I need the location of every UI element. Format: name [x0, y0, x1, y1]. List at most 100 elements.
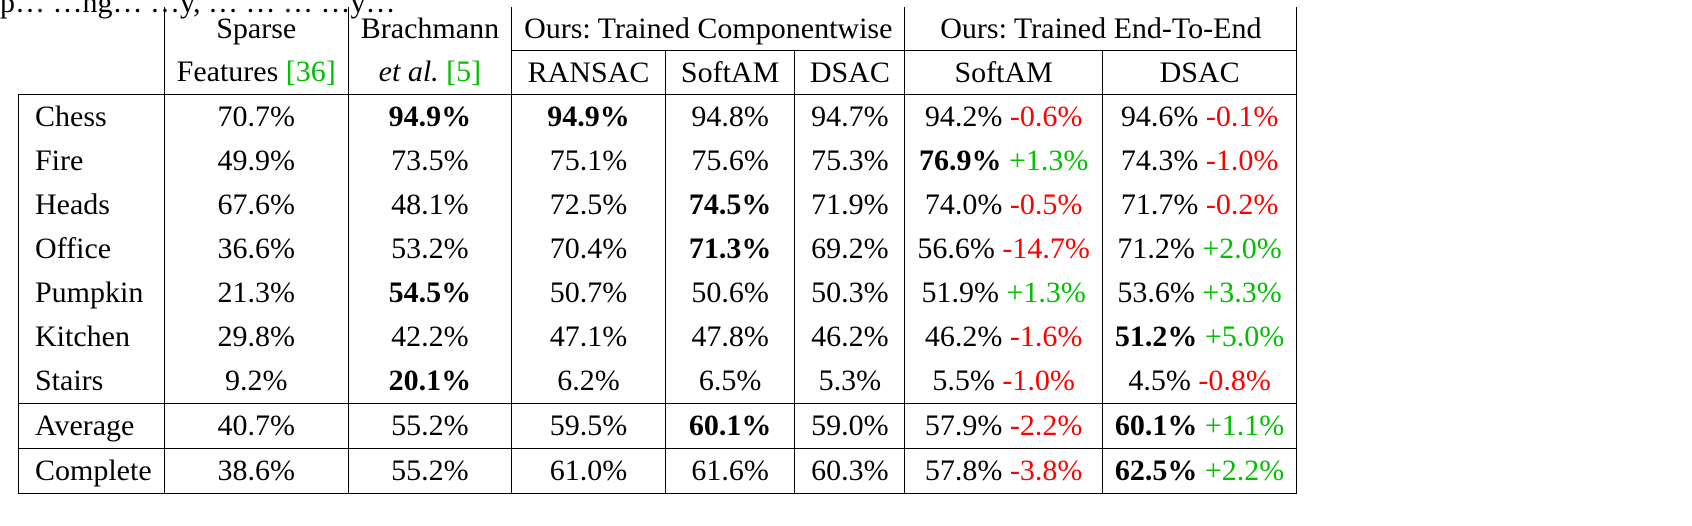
cell: 67.6%	[164, 183, 349, 227]
citation-36: [36]	[285, 55, 336, 89]
cell: 60.3%	[794, 448, 906, 494]
cell: 53.2%	[348, 227, 513, 271]
cell: 42.2%	[348, 315, 513, 359]
cell: 62.5% +2.2%	[1102, 448, 1298, 494]
header-empty	[18, 7, 165, 51]
cell: 4.5% -0.8%	[1102, 359, 1298, 404]
delta-positive: +2.0%	[1202, 232, 1282, 265]
table-row: Office 36.6% 53.2% 70.4% 71.3% 69.2% 56.…	[18, 227, 1298, 271]
cell: 48.1%	[348, 183, 513, 227]
cell: 71.9%	[794, 183, 906, 227]
header-softam-end-to-end: SoftAM	[904, 50, 1103, 95]
header-sparse-features: Features [36]	[164, 50, 349, 95]
citation-5: [5]	[446, 55, 482, 89]
header-dsac-componentwise: DSAC	[794, 50, 906, 95]
cell-value: 74.0%	[924, 188, 1003, 221]
cell: 94.9%	[511, 94, 666, 139]
delta-negative: -0.1%	[1205, 100, 1279, 133]
row-label: Chess	[18, 94, 165, 139]
cell: 61.6%	[665, 448, 796, 494]
delta-negative: -0.2%	[1205, 188, 1279, 221]
header-end-to-end: Ours: Trained End-To-End	[904, 7, 1298, 51]
header-sparse: Sparse	[164, 7, 349, 51]
cell: 53.6% +3.3%	[1102, 271, 1298, 315]
cell: 5.3%	[794, 359, 906, 404]
header-dsac-end-to-end: DSAC	[1102, 50, 1298, 95]
cell: 49.9%	[164, 139, 349, 183]
cell: 75.1%	[511, 139, 666, 183]
delta-positive: +1.3%	[1008, 144, 1089, 177]
cell: 47.1%	[511, 315, 666, 359]
cell-value: 53.6%	[1117, 276, 1195, 309]
cell-value: 94.2%	[924, 100, 1003, 133]
cell-best: 20.1%	[388, 364, 472, 397]
cell-value: 4.5%	[1128, 364, 1191, 397]
cell: 55.2%	[348, 403, 513, 449]
cell: 51.9% +1.3%	[904, 271, 1103, 315]
cell: 75.6%	[665, 139, 796, 183]
average-row: Average 40.7% 55.2% 59.5% 60.1% 59.0% 57…	[18, 403, 1298, 449]
cell: 54.5%	[348, 271, 513, 315]
row-label: Pumpkin	[18, 271, 165, 315]
table-row: Stairs 9.2% 20.1% 6.2% 6.5% 5.3% 5.5% -1…	[18, 359, 1298, 404]
cell: 50.6%	[665, 271, 796, 315]
cell-best: 76.9%	[918, 144, 1002, 177]
delta-positive: +1.3%	[1006, 276, 1086, 309]
cell: 50.3%	[794, 271, 906, 315]
row-label: Stairs	[18, 359, 165, 404]
row-label: Fire	[18, 139, 165, 183]
cell-value: 46.2%	[924, 320, 1003, 353]
delta-negative: -1.0%	[1205, 144, 1279, 177]
cell-best: 51.2%	[1114, 320, 1198, 353]
cell-value: 74.3%	[1120, 144, 1199, 177]
header-softam-componentwise: SoftAM	[665, 50, 796, 95]
header-ransac: RANSAC	[511, 50, 666, 95]
cell-value: 71.7%	[1120, 188, 1199, 221]
row-label: Average	[18, 403, 165, 449]
cell-value: 57.9%	[924, 409, 1003, 442]
delta-negative: -2.2%	[1009, 409, 1083, 442]
sparse-features-text: Features	[176, 55, 286, 89]
cell: 57.9% -2.2%	[904, 403, 1103, 449]
cell: 76.9% +1.3%	[904, 139, 1103, 183]
cell: 59.5%	[511, 403, 666, 449]
cell: 20.1%	[348, 359, 513, 404]
cell-best: 94.9%	[547, 100, 630, 133]
cell: 5.5% -1.0%	[904, 359, 1103, 404]
cell-best: 54.5%	[388, 276, 472, 309]
cell: 71.7% -0.2%	[1102, 183, 1298, 227]
cell: 60.1% +1.1%	[1102, 403, 1298, 449]
cell: 51.2% +5.0%	[1102, 315, 1298, 359]
cell: 9.2%	[164, 359, 349, 404]
cell: 94.2% -0.6%	[904, 94, 1103, 139]
cell: 71.3%	[665, 227, 796, 271]
delta-negative: -14.7%	[1002, 232, 1090, 265]
cell-value: 94.6%	[1120, 100, 1199, 133]
cell-value: 56.6%	[917, 232, 995, 265]
delta-negative: -0.8%	[1198, 364, 1271, 397]
cell: 70.7%	[164, 94, 349, 139]
header-row-2: Features [36] et al. [5] RANSAC SoftAM D…	[18, 50, 1298, 95]
delta-negative: -0.5%	[1009, 188, 1083, 221]
table-row: Pumpkin 21.3% 54.5% 50.7% 50.6% 50.3% 51…	[18, 271, 1298, 315]
header-componentwise: Ours: Trained Componentwise	[511, 7, 906, 51]
cell: 94.8%	[665, 94, 796, 139]
row-label: Heads	[18, 183, 165, 227]
cell: 57.8% -3.8%	[904, 448, 1103, 494]
cell: 74.0% -0.5%	[904, 183, 1103, 227]
cell: 71.2% +2.0%	[1102, 227, 1298, 271]
row-label: Kitchen	[18, 315, 165, 359]
delta-positive: +3.3%	[1202, 276, 1282, 309]
cell: 21.3%	[164, 271, 349, 315]
etal-text: et al.	[378, 55, 439, 89]
cell: 74.5%	[665, 183, 796, 227]
cell: 46.2%	[794, 315, 906, 359]
row-label: Office	[18, 227, 165, 271]
cell: 72.5%	[511, 183, 666, 227]
header-brachmann-etal: et al. [5]	[348, 50, 513, 95]
cell: 75.3%	[794, 139, 906, 183]
cell: 47.8%	[665, 315, 796, 359]
cell: 94.6% -0.1%	[1102, 94, 1298, 139]
cell-value: 57.8%	[924, 454, 1003, 487]
cell: 50.7%	[511, 271, 666, 315]
